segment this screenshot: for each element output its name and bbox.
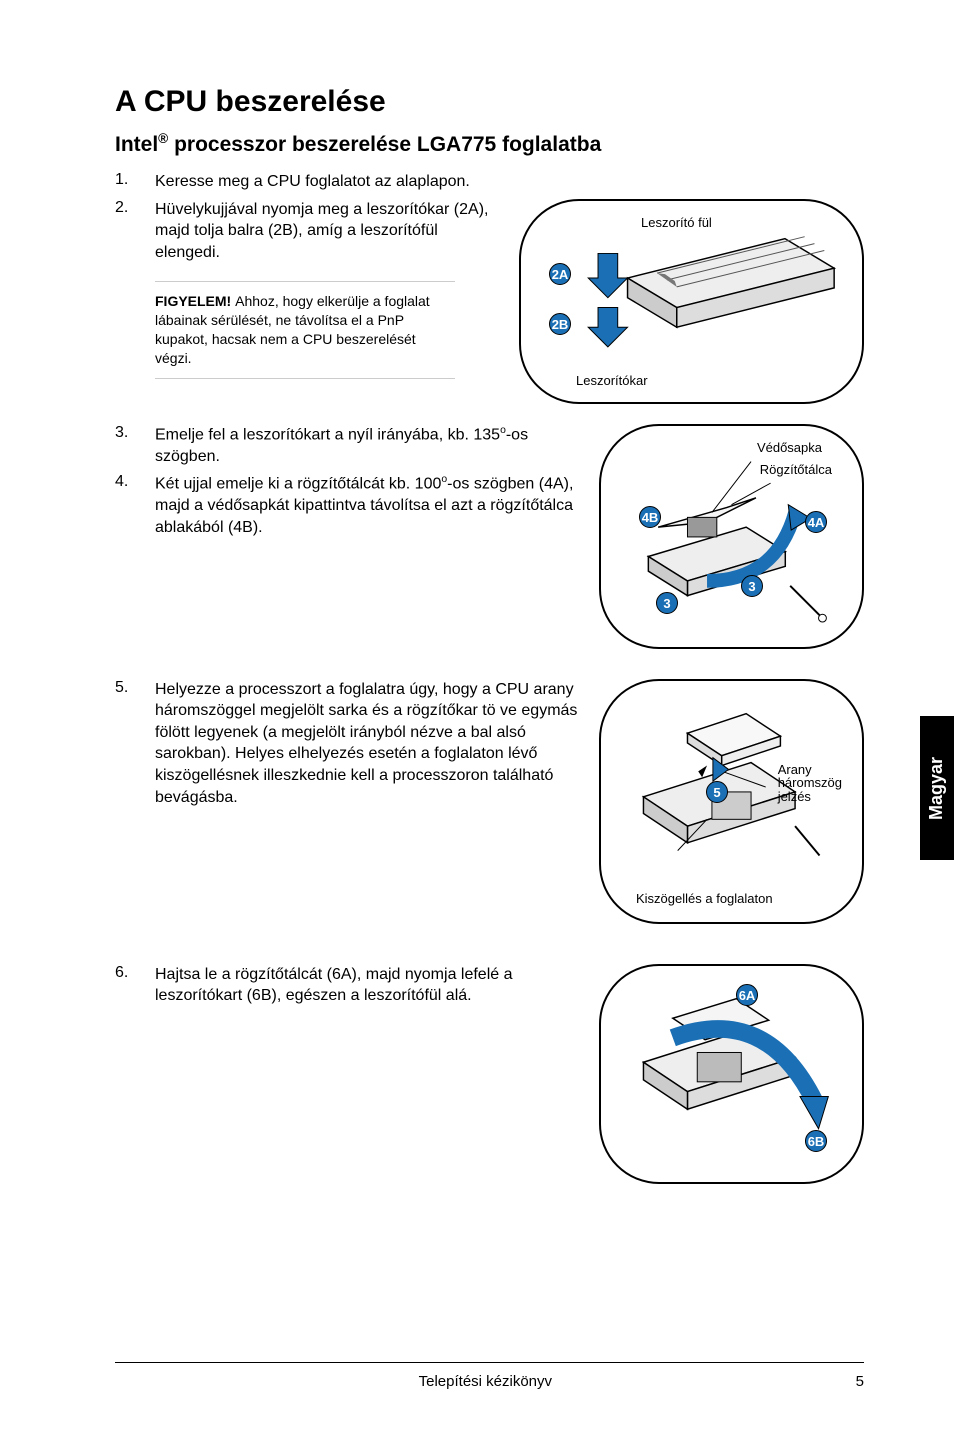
socket-illustration-1 — [539, 219, 844, 386]
marker-3-right: 3 — [741, 575, 763, 597]
diagram-3-label-triangle: Arany háromszög jelzés — [778, 763, 842, 804]
step-5-text: Helyezze a processzort a foglalatra úgy,… — [155, 679, 579, 809]
marker-6a: 6A — [736, 984, 758, 1006]
language-tab: Magyar — [920, 716, 954, 860]
step-2-text: Hüvelykujjával nyomja meg a leszorítókar… — [155, 199, 499, 264]
step-1: 1. Keresse meg a CPU foglalatot az alapl… — [115, 171, 864, 193]
marker-5: 5 — [706, 781, 728, 803]
page-title: A CPU beszerelése — [115, 85, 864, 119]
step-2-number: 2. — [115, 199, 155, 264]
diagram-step-3-4: Védősapka Rögzítőtálca 4B 4A 3 — [599, 424, 864, 649]
diagram-step-6: 6A 6B — [599, 964, 864, 1184]
step-1-number: 1. — [115, 171, 155, 193]
marker-4a: 4A — [805, 511, 827, 533]
page-footer: Telepítési kézikönyv 5 — [115, 1362, 864, 1390]
step-6-number: 6. — [115, 964, 155, 1007]
socket-illustration-2 — [619, 444, 844, 630]
language-tab-label: Magyar — [927, 756, 948, 819]
marker-6b: 6B — [805, 1130, 827, 1152]
step-6-text: Hajtsa le a rögzítőtálcát (6A), majd nyo… — [155, 964, 579, 1007]
subtitle-rest: processzor beszerelése LGA775 foglalatba — [168, 133, 601, 156]
footer-page-number: 5 — [856, 1373, 864, 1390]
marker-4b: 4B — [639, 506, 661, 528]
warning-label: FIGYELEM! — [155, 293, 235, 309]
step-4-number: 4. — [115, 473, 155, 538]
step-1-text: Keresse meg a CPU foglalatot az alaplapo… — [155, 171, 864, 193]
registered-mark: ® — [158, 131, 168, 146]
diagram-step-5: 5 Arany háromszög jelzés Kiszögellés a f… — [599, 679, 864, 924]
step-4-text: Két ujjal emelje ki a rögzítőtálcát kb. … — [155, 473, 579, 538]
step-3-number: 3. — [115, 424, 155, 468]
step-6: 6. Hajtsa le a rögzítőtálcát (6A), majd … — [115, 964, 579, 1007]
step-5: 5. Helyezze a processzort a foglalatra ú… — [115, 679, 579, 809]
marker-3-left: 3 — [656, 592, 678, 614]
page-subtitle: Intel® processzor beszerelése LGA775 fog… — [115, 131, 864, 157]
footer-title: Telepítési kézikönyv — [115, 1373, 856, 1390]
marker-2a: 2A — [549, 263, 571, 285]
step-4: 4. Két ujjal emelje ki a rögzítőtálcát k… — [115, 473, 579, 538]
diagram-step-2: Leszorító fül 2A 2B Leszorítókar — [519, 199, 864, 404]
step-3: 3. Emelje fel a leszorítókart a nyíl irá… — [115, 424, 579, 468]
step-5-number: 5. — [115, 679, 155, 809]
step-3-text: Emelje fel a leszorítókart a nyíl irányá… — [155, 424, 579, 468]
diagram-3-label-key: Kiszögellés a foglalaton — [636, 891, 773, 906]
warning-box: FIGYELEM! Ahhoz, hogy elkerülje a foglal… — [155, 281, 455, 379]
subtitle-brand: Intel — [115, 133, 158, 156]
marker-2b: 2B — [549, 313, 571, 335]
diagram-1-label-bottom: Leszorítókar — [576, 373, 648, 388]
step-2: 2. Hüvelykujjával nyomja meg a leszorító… — [115, 199, 499, 264]
